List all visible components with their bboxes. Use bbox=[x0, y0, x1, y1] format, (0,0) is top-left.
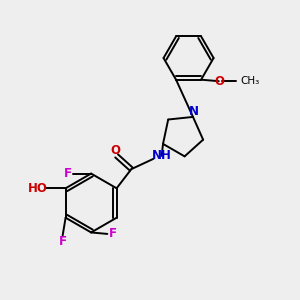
Text: NH: NH bbox=[152, 149, 172, 162]
Text: F: F bbox=[64, 167, 72, 180]
Text: O: O bbox=[110, 144, 120, 158]
Text: O: O bbox=[214, 75, 224, 88]
Text: CH₃: CH₃ bbox=[240, 76, 260, 86]
Text: HO: HO bbox=[28, 182, 48, 195]
Text: N: N bbox=[189, 104, 199, 118]
Text: F: F bbox=[109, 227, 117, 240]
Text: F: F bbox=[59, 235, 67, 248]
